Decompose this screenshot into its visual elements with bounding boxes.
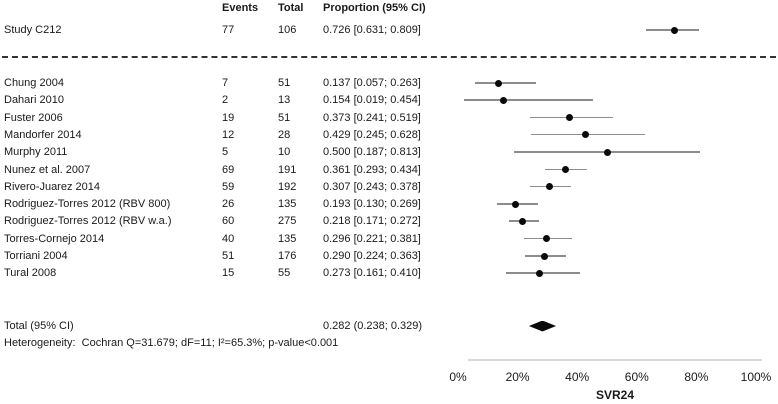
total-proportion-value: 0.282 (0.238; 0.329) xyxy=(323,320,423,332)
events-value: 69 xyxy=(222,163,235,176)
heterogeneity-text: Heterogeneity: Cochran Q=31.679; dF=11; … xyxy=(4,337,339,349)
proportion-value: 0.218 [0.171; 0.272] xyxy=(323,215,421,228)
study-label: Torriani 2004 xyxy=(4,250,68,262)
ci-line xyxy=(474,82,537,84)
point-marker xyxy=(603,148,611,156)
col-header-events: Events xyxy=(222,2,259,14)
point-marker xyxy=(582,131,590,139)
events-value: 15 xyxy=(222,267,235,280)
point-marker xyxy=(495,79,503,87)
total-value: 55 xyxy=(278,267,291,280)
proportion-value: 0.373 [0.241; 0.519] xyxy=(323,111,421,124)
total-value: 191 xyxy=(278,163,297,176)
separator-dashed-line xyxy=(2,56,776,58)
axis-tick-label: 20% xyxy=(505,370,530,384)
total-value: 51 xyxy=(278,77,291,89)
total-value: 176 xyxy=(278,250,297,262)
study-label: Nunez et al. 2007 xyxy=(4,163,91,176)
study-label: Mandorfer 2014 xyxy=(4,128,82,141)
point-marker xyxy=(500,96,508,104)
study-label: Rodriguez-Torres 2012 (RBV w.a.) xyxy=(4,215,172,228)
study-label: Rodriguez-Torres 2012 (RBV 800) xyxy=(4,198,171,211)
axis-tick-label: 40% xyxy=(565,370,590,384)
total-row-label: Total (95% CI) xyxy=(4,320,74,332)
axis-tick-label: 0% xyxy=(449,370,467,384)
events-value: 40 xyxy=(222,232,235,245)
proportion-value: 0.296 [0.221; 0.381] xyxy=(323,232,421,245)
summary-diamond xyxy=(528,320,557,332)
events-value: 51 xyxy=(222,250,235,262)
x-axis-title: SVR24 xyxy=(595,388,635,402)
total-value: 135 xyxy=(278,198,297,211)
axis-tick-label: 80% xyxy=(684,370,709,384)
events-value: 26 xyxy=(222,198,235,211)
total-value: 106 xyxy=(278,24,297,36)
point-marker xyxy=(670,26,678,34)
events-value: 5 xyxy=(222,146,229,159)
proportion-value: 0.273 [0.161; 0.410] xyxy=(323,267,421,280)
study-label: Tural 2008 xyxy=(4,267,57,280)
study-label: Fuster 2006 xyxy=(4,111,63,124)
events-value: 60 xyxy=(222,215,235,228)
point-marker xyxy=(535,269,543,277)
total-value: 28 xyxy=(278,128,291,141)
point-marker xyxy=(512,200,519,208)
proportion-value: 0.137 [0.057; 0.263] xyxy=(323,77,421,89)
point-marker xyxy=(565,114,573,122)
point-marker xyxy=(542,235,550,243)
study-label: Dahari 2010 xyxy=(4,94,64,107)
study-label: Murphy 2011 xyxy=(4,146,68,159)
total-value: 51 xyxy=(278,111,291,124)
proportion-value: 0.290 [0.224; 0.363] xyxy=(323,250,421,262)
events-value: 7 xyxy=(222,77,229,89)
events-value: 12 xyxy=(222,128,235,141)
proportion-value: 0.429 [0.245; 0.628] xyxy=(323,128,421,141)
ci-line xyxy=(463,99,594,101)
proportion-value: 0.500 [0.187; 0.813] xyxy=(323,146,421,159)
total-value: 192 xyxy=(278,180,297,193)
events-value: 2 xyxy=(222,94,229,107)
events-value: 19 xyxy=(222,111,235,124)
events-value: 77 xyxy=(222,24,235,36)
events-value: 59 xyxy=(222,180,235,193)
proportion-value: 0.154 [0.019; 0.454] xyxy=(323,94,421,107)
proportion-value: 0.361 [0.293; 0.434] xyxy=(323,163,421,176)
total-value: 10 xyxy=(278,146,291,159)
point-marker xyxy=(519,217,527,225)
point-marker xyxy=(545,183,553,191)
total-value: 275 xyxy=(278,215,297,228)
col-header-total: Total xyxy=(278,2,304,14)
proportion-value: 0.307 [0.243; 0.378] xyxy=(323,180,421,193)
ci-line xyxy=(505,272,581,274)
study-label: Chung 2004 xyxy=(4,77,64,89)
study-label: Torres-Cornejo 2014 xyxy=(4,232,105,245)
x-axis-line xyxy=(468,359,762,361)
total-value: 13 xyxy=(278,94,291,107)
study-label: Rivero-Juarez 2014 xyxy=(4,180,100,193)
proportion-value: 0.193 [0.130; 0.269] xyxy=(323,198,421,211)
axis-tick-label: 100% xyxy=(740,370,772,384)
point-marker xyxy=(540,252,548,260)
point-marker xyxy=(562,166,570,173)
proportion-value: 0.726 [0.631; 0.809] xyxy=(323,24,421,36)
study-label: Study C212 xyxy=(4,24,62,36)
axis-tick-label: 60% xyxy=(624,370,649,384)
col-header-proportion: Proportion (95% CI) xyxy=(323,2,426,14)
total-value: 135 xyxy=(278,232,297,245)
